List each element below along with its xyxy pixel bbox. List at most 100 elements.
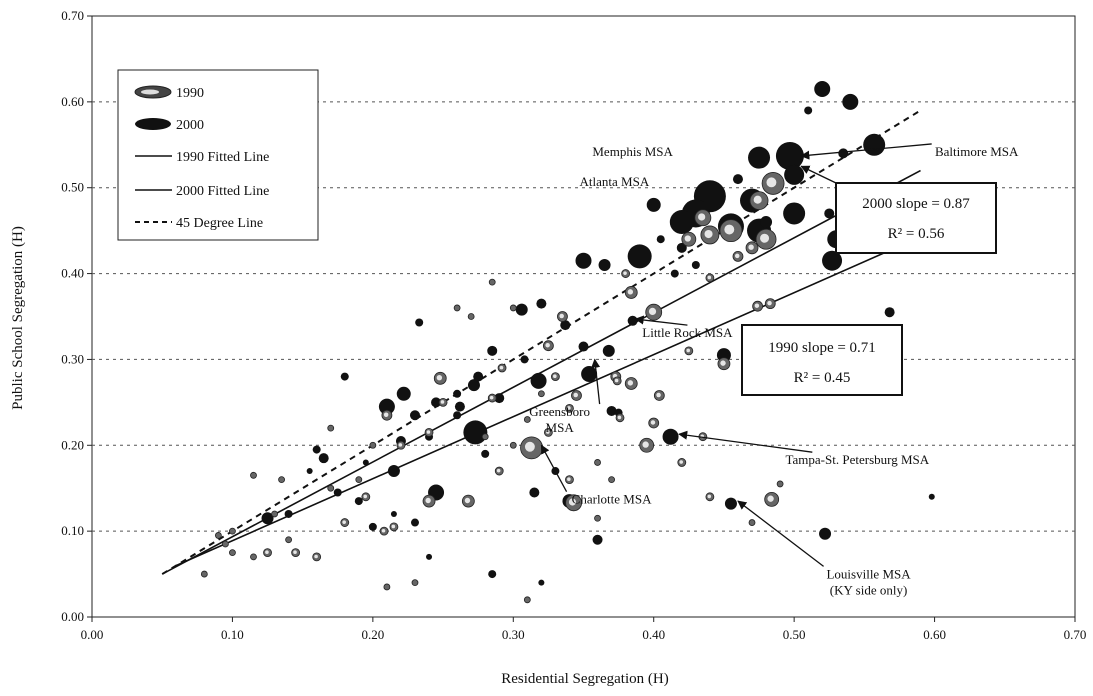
point-2000 — [842, 93, 859, 110]
point-1990 — [537, 390, 545, 398]
x-tick-label: 0.20 — [361, 627, 384, 642]
point-1990 — [542, 340, 554, 352]
point-1990 — [624, 377, 638, 390]
point-2000 — [824, 208, 835, 219]
point-2000 — [387, 465, 400, 478]
point-1990-center — [724, 224, 735, 235]
point-2000 — [602, 344, 615, 357]
point-1990-ring — [229, 549, 236, 557]
point-1990-center — [679, 460, 683, 464]
point-2000 — [863, 133, 886, 156]
point-1990 — [467, 313, 475, 320]
annotation-line: Tampa-St. Petersburg MSA — [786, 452, 930, 467]
annotation-arrow — [737, 500, 824, 567]
point-1990-center — [707, 494, 712, 499]
point-2000 — [783, 202, 806, 225]
point-1990-center — [648, 307, 657, 316]
point-1990-center — [707, 275, 712, 280]
point-2000 — [656, 235, 665, 244]
annotation-label: Memphis MSA — [592, 144, 673, 159]
point-2000 — [431, 397, 442, 408]
point-1990-ring — [523, 416, 531, 423]
point-2000 — [340, 372, 349, 381]
axis-ticks: 0.00 0.10 0.20 0.30 0.40 0.50 0.60 0.70 0.00 0.10… — [61, 8, 1086, 642]
point-1990 — [278, 476, 285, 484]
point-1990 — [355, 476, 363, 484]
point-1990 — [389, 522, 399, 532]
point-1990 — [653, 390, 665, 401]
point-1990 — [615, 413, 625, 423]
point-1990 — [327, 484, 335, 492]
point-1990-center — [398, 443, 403, 447]
point-2000 — [306, 468, 313, 475]
point-1990-center — [754, 303, 760, 308]
point-2000 — [646, 197, 661, 212]
point-2000 — [529, 487, 540, 498]
point-1990 — [383, 583, 391, 591]
point-1990 — [677, 458, 687, 467]
point-1990 — [361, 492, 371, 502]
slope-box-1990-line2: R² = 0.45 — [794, 370, 851, 386]
point-2000 — [575, 252, 592, 269]
point-2000 — [819, 527, 832, 540]
point-1990-center — [684, 235, 691, 242]
point-1990-center — [545, 430, 550, 434]
point-2000 — [536, 298, 547, 309]
annotation-line: (KY side only) — [830, 582, 908, 597]
point-1990-ring — [214, 532, 222, 539]
point-1990-center — [623, 271, 627, 275]
point-1990-ring — [327, 484, 335, 492]
point-1990-center — [642, 441, 649, 448]
point-2000 — [814, 80, 831, 97]
point-1990-ring — [250, 553, 257, 561]
point-2000 — [473, 371, 484, 382]
y-tick-label: 0.20 — [61, 437, 84, 452]
annotation-arrow — [591, 358, 601, 405]
point-1990 — [645, 303, 663, 321]
point-1990 — [312, 552, 322, 562]
point-1990 — [379, 526, 389, 536]
point-2000 — [312, 445, 321, 454]
point-1990-center — [314, 554, 318, 559]
annotation-line: MSA — [546, 420, 575, 435]
point-1990 — [523, 416, 531, 423]
slope-box-2000-line2: R² = 0.56 — [888, 226, 945, 242]
point-2000 — [784, 164, 805, 185]
point-1990-center — [627, 380, 634, 386]
point-1990 — [369, 441, 377, 449]
point-1990 — [285, 536, 293, 544]
point-1990 — [717, 357, 731, 371]
point-1990 — [571, 390, 582, 401]
point-1990-center — [426, 430, 431, 434]
point-2000 — [592, 534, 603, 545]
point-1990-ring — [222, 540, 229, 548]
y-tick-label: 0.00 — [61, 609, 84, 624]
point-1990 — [263, 548, 272, 558]
point-1990 — [694, 209, 712, 227]
point-1990-ring — [608, 476, 615, 484]
point-1990-center — [391, 524, 396, 529]
point-1990-ring — [594, 459, 601, 466]
x-tick-label: 0.00 — [81, 627, 104, 642]
legend: 1990 2000 1990 Fitted Line 2000 Fitted L… — [117, 69, 319, 241]
point-1990-center — [567, 477, 571, 482]
annotation-line: Atlanta MSA — [580, 174, 650, 189]
point-1990 — [461, 494, 475, 508]
point-1990-center — [381, 528, 386, 533]
point-2000 — [838, 148, 849, 159]
point-1990-ring — [509, 441, 517, 449]
point-2000 — [538, 579, 545, 586]
point-2000 — [515, 303, 528, 316]
point-1990 — [214, 532, 222, 539]
point-2000 — [488, 570, 497, 579]
slope-box-1990-line1: 1990 slope = 0.71 — [768, 340, 876, 356]
point-2000 — [804, 106, 813, 115]
point-2000 — [410, 518, 419, 527]
point-1990 — [705, 492, 715, 502]
legend-label-2000-fit: 2000 Fitted Line — [176, 184, 269, 199]
legend-marker-2000 — [135, 118, 171, 130]
point-1990-ring — [467, 313, 475, 320]
annotation-line: Charlotte MSA — [572, 492, 652, 507]
point-1990 — [433, 371, 447, 385]
